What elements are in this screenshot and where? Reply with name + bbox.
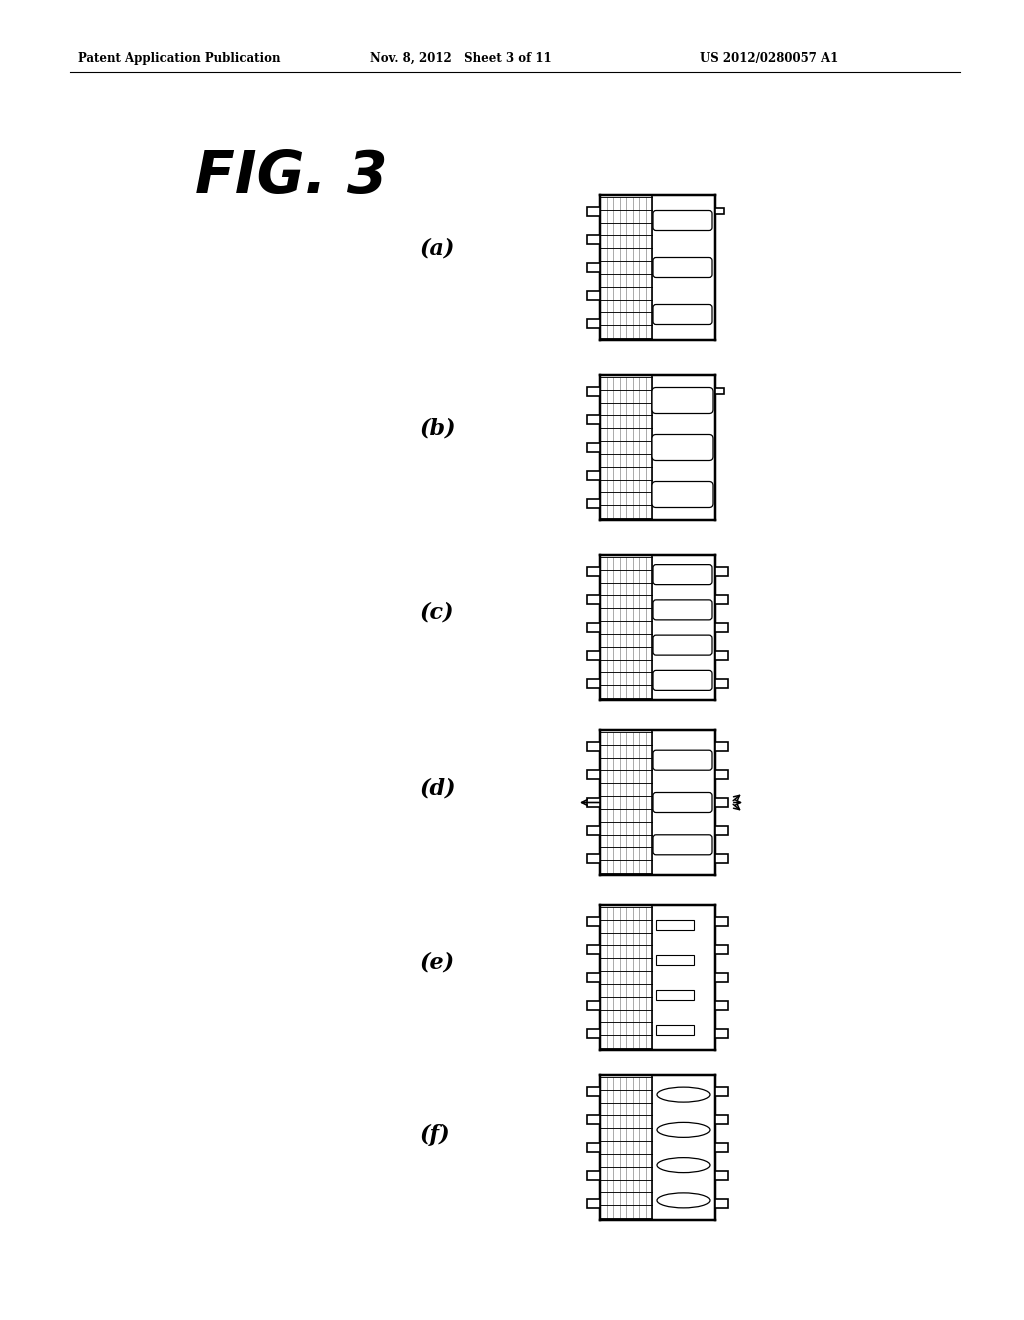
Bar bbox=[587, 292, 600, 300]
Bar bbox=[715, 916, 728, 925]
Bar bbox=[587, 826, 600, 836]
Bar bbox=[715, 566, 728, 576]
Text: (c): (c) bbox=[420, 601, 455, 623]
Bar bbox=[587, 207, 600, 215]
Bar bbox=[587, 799, 600, 807]
FancyBboxPatch shape bbox=[653, 210, 712, 231]
Bar bbox=[656, 1026, 694, 1035]
Bar bbox=[715, 1001, 728, 1010]
Bar bbox=[715, 973, 728, 982]
Bar bbox=[587, 235, 600, 244]
Bar bbox=[587, 742, 600, 751]
Bar bbox=[587, 854, 600, 863]
Text: (b): (b) bbox=[420, 417, 457, 440]
FancyBboxPatch shape bbox=[653, 834, 712, 855]
Bar bbox=[715, 826, 728, 836]
Text: (a): (a) bbox=[420, 238, 456, 259]
Bar bbox=[587, 1001, 600, 1010]
Bar bbox=[656, 990, 694, 1001]
Bar bbox=[715, 1171, 728, 1180]
Bar bbox=[656, 954, 694, 965]
Bar bbox=[587, 973, 600, 982]
Bar bbox=[587, 1171, 600, 1180]
FancyBboxPatch shape bbox=[653, 671, 712, 690]
Ellipse shape bbox=[657, 1088, 710, 1102]
FancyBboxPatch shape bbox=[653, 305, 712, 325]
Bar bbox=[715, 651, 728, 660]
Bar bbox=[715, 1115, 728, 1123]
FancyBboxPatch shape bbox=[653, 257, 712, 277]
Text: (f): (f) bbox=[420, 1123, 451, 1146]
Bar bbox=[715, 1143, 728, 1152]
Bar bbox=[587, 770, 600, 779]
FancyBboxPatch shape bbox=[652, 482, 713, 507]
Bar bbox=[715, 1086, 728, 1096]
Bar bbox=[587, 1143, 600, 1152]
Bar bbox=[715, 623, 728, 632]
Text: Nov. 8, 2012   Sheet 3 of 11: Nov. 8, 2012 Sheet 3 of 11 bbox=[370, 51, 552, 65]
Bar bbox=[715, 854, 728, 863]
Bar bbox=[715, 742, 728, 751]
Bar bbox=[587, 1200, 600, 1208]
Bar bbox=[587, 1030, 600, 1039]
Bar bbox=[587, 471, 600, 480]
Bar bbox=[715, 388, 724, 393]
Text: (d): (d) bbox=[420, 777, 457, 799]
Bar bbox=[587, 414, 600, 424]
Bar bbox=[715, 1200, 728, 1208]
Bar bbox=[587, 651, 600, 660]
Bar bbox=[587, 916, 600, 925]
Bar bbox=[587, 263, 600, 272]
Text: US 2012/0280057 A1: US 2012/0280057 A1 bbox=[700, 51, 839, 65]
Ellipse shape bbox=[657, 1158, 710, 1172]
Bar bbox=[715, 680, 728, 689]
Ellipse shape bbox=[657, 1122, 710, 1138]
Bar bbox=[715, 799, 728, 807]
FancyBboxPatch shape bbox=[653, 599, 712, 620]
FancyBboxPatch shape bbox=[653, 750, 712, 770]
Text: (e): (e) bbox=[420, 950, 455, 973]
Bar bbox=[715, 1030, 728, 1039]
Bar bbox=[656, 920, 694, 929]
FancyBboxPatch shape bbox=[653, 565, 712, 585]
Bar bbox=[587, 623, 600, 632]
Text: FIG. 3: FIG. 3 bbox=[195, 148, 388, 205]
Text: Patent Application Publication: Patent Application Publication bbox=[78, 51, 281, 65]
Bar bbox=[715, 209, 724, 214]
Bar bbox=[587, 319, 600, 329]
Ellipse shape bbox=[657, 1193, 710, 1208]
FancyBboxPatch shape bbox=[653, 635, 712, 655]
Bar bbox=[587, 595, 600, 603]
Bar bbox=[587, 499, 600, 508]
Bar bbox=[587, 680, 600, 689]
Bar bbox=[587, 1115, 600, 1123]
Bar bbox=[715, 770, 728, 779]
Bar bbox=[587, 444, 600, 451]
FancyBboxPatch shape bbox=[652, 388, 713, 413]
Bar bbox=[587, 387, 600, 396]
Bar bbox=[587, 1086, 600, 1096]
FancyBboxPatch shape bbox=[652, 434, 713, 461]
Bar bbox=[587, 945, 600, 954]
Bar bbox=[587, 566, 600, 576]
Bar bbox=[715, 945, 728, 954]
Bar bbox=[715, 595, 728, 603]
FancyBboxPatch shape bbox=[653, 792, 712, 813]
